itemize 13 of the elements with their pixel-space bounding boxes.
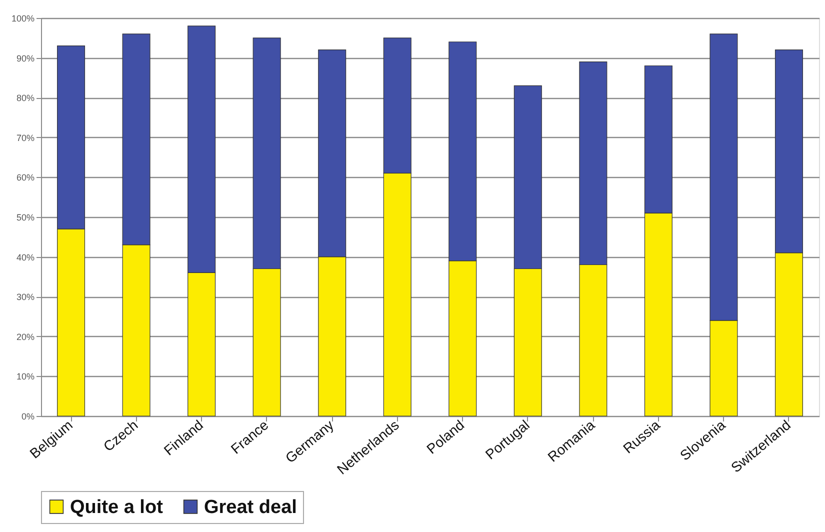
y-tick-label: 40% xyxy=(16,252,34,262)
y-tick-label: 0% xyxy=(21,412,34,422)
legend-label: Quite a lot xyxy=(70,496,164,518)
y-tick-label: 20% xyxy=(16,332,34,342)
y-tick-label: 10% xyxy=(16,372,34,382)
y-tick-label: 70% xyxy=(16,132,34,143)
y-tick-label: 90% xyxy=(16,53,34,64)
y-tick-label: 100% xyxy=(11,14,34,24)
y-tick-label: 50% xyxy=(16,212,34,222)
y-tick-label: 80% xyxy=(16,93,34,104)
y-tick-label: 60% xyxy=(16,172,34,183)
y-tick-label: 30% xyxy=(16,292,34,302)
legend-label: Great deal xyxy=(204,496,297,518)
